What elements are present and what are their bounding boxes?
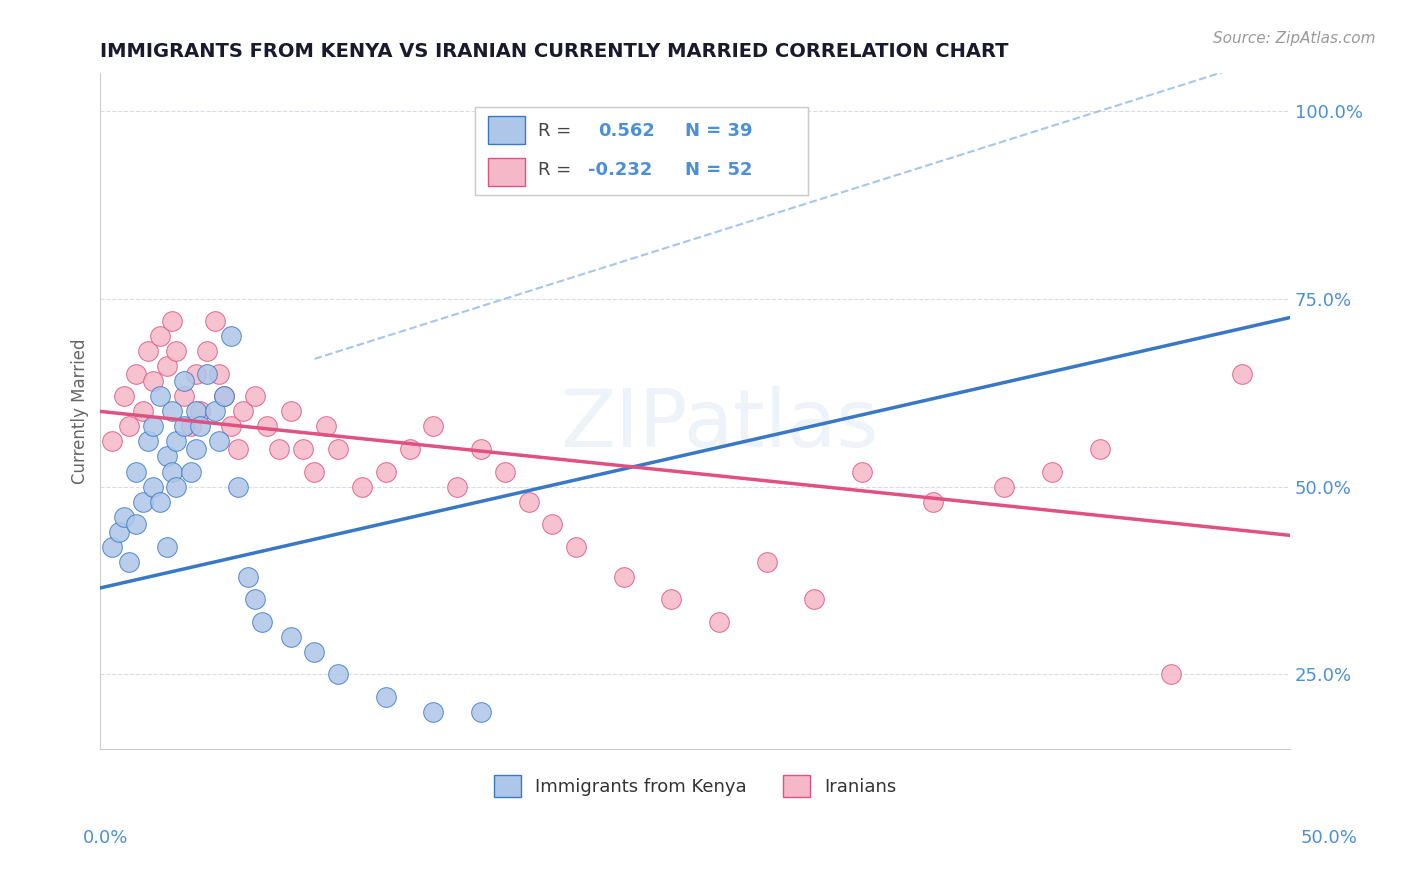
Point xyxy=(243,389,266,403)
Point xyxy=(208,434,231,449)
Point xyxy=(236,569,259,583)
Text: Source: ZipAtlas.com: Source: ZipAtlas.com xyxy=(1212,31,1375,46)
Point xyxy=(160,314,183,328)
Point xyxy=(166,434,188,449)
Point xyxy=(613,569,636,583)
Point xyxy=(374,690,396,704)
Point xyxy=(280,630,302,644)
Point xyxy=(304,465,326,479)
Point xyxy=(156,540,179,554)
Point xyxy=(256,419,278,434)
Point xyxy=(142,479,165,493)
Point xyxy=(232,404,254,418)
Point xyxy=(166,344,188,359)
Point xyxy=(422,419,444,434)
Point xyxy=(661,592,683,607)
Point xyxy=(118,419,141,434)
Point xyxy=(125,367,148,381)
Point xyxy=(132,494,155,508)
Point xyxy=(1232,367,1254,381)
Point xyxy=(208,367,231,381)
Point xyxy=(219,419,242,434)
Point xyxy=(166,479,188,493)
Point xyxy=(212,389,235,403)
Point xyxy=(188,404,211,418)
Point xyxy=(136,434,159,449)
Point xyxy=(184,404,207,418)
Point xyxy=(328,442,350,456)
Point xyxy=(118,555,141,569)
Point xyxy=(328,667,350,681)
Point xyxy=(250,615,273,629)
Point xyxy=(803,592,825,607)
Point xyxy=(173,375,195,389)
Point xyxy=(398,442,420,456)
Point xyxy=(197,344,219,359)
Point xyxy=(180,465,202,479)
Point xyxy=(291,442,314,456)
Point xyxy=(517,494,540,508)
Point xyxy=(922,494,945,508)
Point xyxy=(204,404,226,418)
Point xyxy=(156,450,179,464)
Text: IMMIGRANTS FROM KENYA VS IRANIAN CURRENTLY MARRIED CORRELATION CHART: IMMIGRANTS FROM KENYA VS IRANIAN CURRENT… xyxy=(100,42,1010,61)
Point xyxy=(125,465,148,479)
Point xyxy=(173,389,195,403)
Text: 0.0%: 0.0% xyxy=(83,829,128,847)
Point xyxy=(219,329,242,343)
Point xyxy=(156,359,179,374)
Point xyxy=(446,479,468,493)
Point xyxy=(184,367,207,381)
Point xyxy=(112,509,135,524)
Y-axis label: Currently Married: Currently Married xyxy=(72,339,89,484)
Point xyxy=(304,645,326,659)
Point xyxy=(422,705,444,719)
Point xyxy=(707,615,730,629)
Point xyxy=(149,494,172,508)
Point xyxy=(352,479,374,493)
Point xyxy=(149,389,172,403)
Point xyxy=(160,465,183,479)
Point xyxy=(188,419,211,434)
Point xyxy=(173,419,195,434)
Point xyxy=(228,479,250,493)
Point xyxy=(755,555,778,569)
Point xyxy=(1040,465,1063,479)
Point xyxy=(101,434,124,449)
Point xyxy=(315,419,337,434)
Point xyxy=(228,442,250,456)
Point xyxy=(142,419,165,434)
Legend: Immigrants from Kenya, Iranians: Immigrants from Kenya, Iranians xyxy=(486,768,904,805)
Point xyxy=(565,540,588,554)
Point xyxy=(142,375,165,389)
Point xyxy=(541,517,564,532)
Point xyxy=(180,419,202,434)
Point xyxy=(280,404,302,418)
Point xyxy=(197,367,219,381)
Point xyxy=(470,705,492,719)
Point xyxy=(132,404,155,418)
Point xyxy=(125,517,148,532)
Point xyxy=(184,442,207,456)
Point xyxy=(136,344,159,359)
Point xyxy=(243,592,266,607)
Point xyxy=(101,540,124,554)
Text: 50.0%: 50.0% xyxy=(1301,829,1357,847)
Point xyxy=(267,442,290,456)
Point xyxy=(494,465,516,479)
Point xyxy=(851,465,873,479)
Point xyxy=(112,389,135,403)
Point xyxy=(204,314,226,328)
Point xyxy=(160,404,183,418)
Point xyxy=(374,465,396,479)
Point xyxy=(1088,442,1111,456)
Point xyxy=(1160,667,1182,681)
Point xyxy=(212,389,235,403)
Point xyxy=(108,524,131,539)
Point xyxy=(993,479,1015,493)
Text: ZIPatlas: ZIPatlas xyxy=(560,386,877,464)
Point xyxy=(149,329,172,343)
Point xyxy=(470,442,492,456)
